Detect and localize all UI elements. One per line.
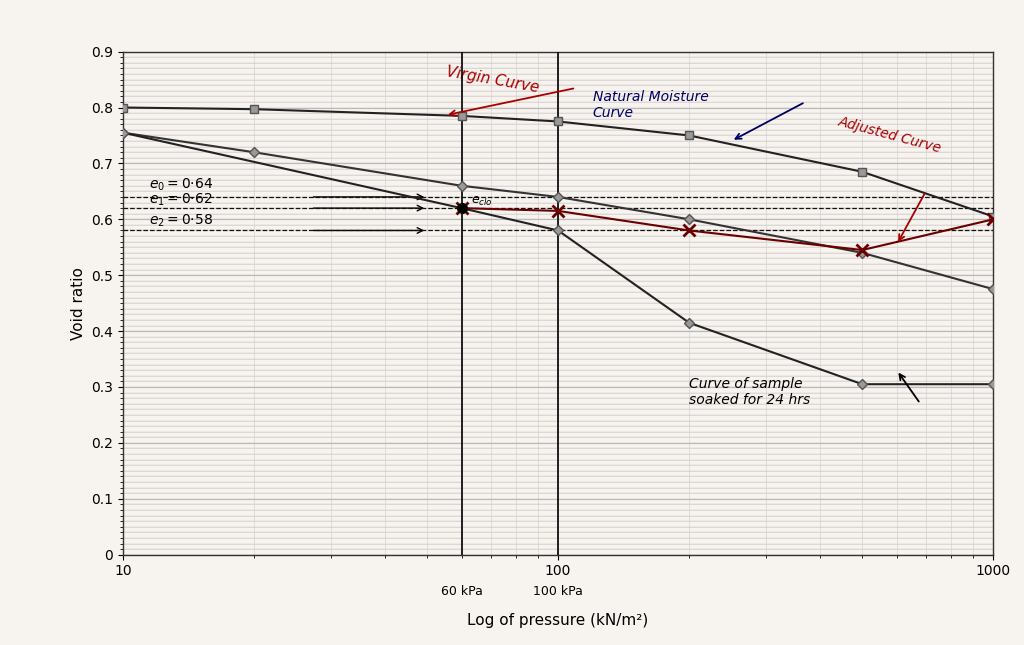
Text: $e_0 = 0{\cdot}64$: $e_0 = 0{\cdot}64$ [150,177,214,193]
Y-axis label: Void ratio: Void ratio [71,267,86,339]
Text: $e_2 = 0{\cdot}58$: $e_2 = 0{\cdot}58$ [150,213,213,229]
Text: Virgin Curve: Virgin Curve [444,64,541,95]
Text: $e_{clo}$: $e_{clo}$ [471,195,493,208]
X-axis label: Log of pressure (kN/m²): Log of pressure (kN/m²) [467,613,649,628]
Text: 60 kPa: 60 kPa [440,585,482,598]
Text: Natural Moisture
Curve: Natural Moisture Curve [593,90,709,120]
Text: $e_1 = 0{\cdot}62$: $e_1 = 0{\cdot}62$ [150,192,213,208]
Text: 100 kPa: 100 kPa [534,585,583,598]
Text: Adjusted Curve: Adjusted Curve [837,114,943,155]
Text: Curve of sample
soaked for 24 hrs: Curve of sample soaked for 24 hrs [688,377,810,407]
